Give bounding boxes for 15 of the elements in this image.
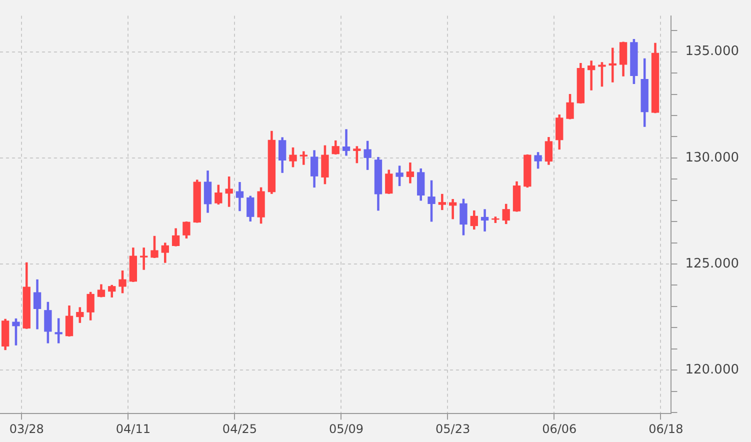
x-tick-label: 05/23 (436, 422, 470, 436)
y-tick-label: 130.000 (685, 150, 740, 166)
y-tick-label: 120.000 (685, 362, 740, 378)
x-tick-label: 04/25 (222, 422, 258, 436)
y-tick-label: 125.000 (685, 256, 740, 272)
candlestick (480, 209, 489, 232)
candlestick (608, 48, 616, 82)
candlestick (587, 60, 596, 90)
x-tick-label: 06/06 (542, 422, 577, 436)
x-tick-label: 05/09 (328, 422, 364, 436)
x-tick-label: 06/18 (648, 422, 684, 436)
x-tick-label: 03/28 (9, 422, 44, 436)
candlestick (342, 129, 350, 156)
y-tick-label: 135.000 (685, 44, 740, 60)
x-tick-label: 04/11 (116, 422, 150, 436)
